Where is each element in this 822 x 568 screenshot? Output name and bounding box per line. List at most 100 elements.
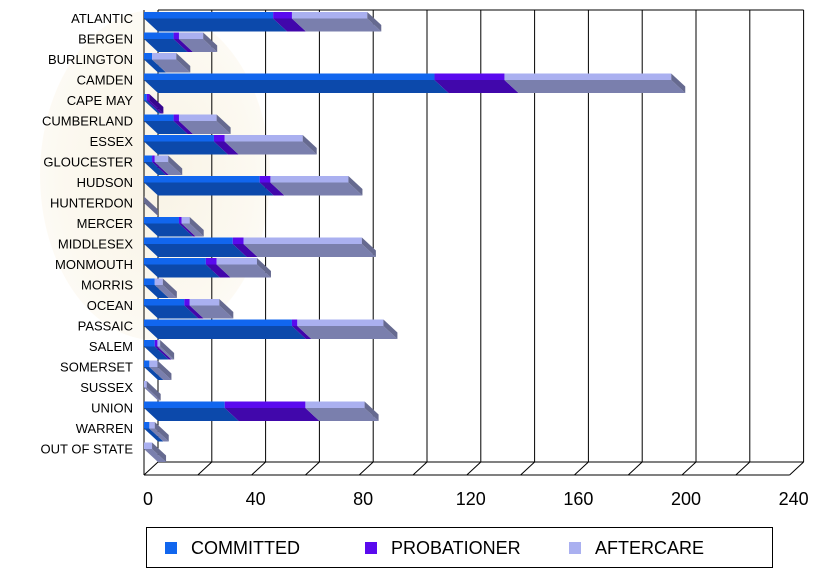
x-tick-label: 240 [779,489,809,509]
bar-bottom-face [146,100,164,114]
bar-segment [178,114,217,121]
category-label: MORRIS [81,278,133,293]
x-tick-label: 120 [456,489,486,509]
bar-bottom-face [144,18,288,32]
bar-end-cap [364,401,379,421]
category-label: MONMOUTH [55,257,133,272]
floor-line [681,461,697,476]
bar-bottom-face [149,428,169,442]
bar-segment [144,32,174,39]
floor-line [305,461,320,476]
bar-end-cap [160,340,175,360]
bar-bottom-face [144,408,239,421]
bar-end-cap [162,278,177,298]
bar-bottom-face [173,121,193,134]
legend-label-aftercare: AFTERCARE [595,538,705,558]
bar-end-cap [189,217,204,237]
bar-end-cap [168,155,183,175]
bar-bottom-face [144,285,169,298]
bar-end-cap [152,442,167,462]
bar-bottom-face [144,100,161,114]
bar-segment [144,176,260,183]
category-label: PASSAIC [78,319,133,334]
bar-bottom-face [149,367,172,380]
category-label: OCEAN [87,298,133,313]
bar-segment [189,299,220,306]
legend-swatch-committed [165,542,177,554]
bar-bottom-face [144,264,220,278]
x-tick-label: 200 [671,489,701,509]
bar-bottom-face [224,141,317,155]
bar-bottom-face [144,223,193,237]
bar-segment [297,319,384,326]
bar-segment [144,12,274,19]
category-label: SUSSEX [80,380,133,395]
bar-bottom-face [144,244,247,257]
bar-bottom-face [154,285,177,298]
bar-end-cap [216,114,231,134]
bar-bottom-face [224,408,320,421]
bar-bottom-face [144,346,169,360]
bar-segment [152,53,177,60]
floor-line [466,461,482,476]
bar-bottom-face [291,18,382,32]
floor-line [143,461,159,476]
category-label: CUMBERLAND [42,114,133,129]
bar-end-cap [146,381,161,401]
bar-segment [144,401,225,408]
floor-line [412,461,428,476]
bar-bottom-face [144,305,199,319]
bar-segment [144,217,179,224]
x-tick-label: 80 [353,489,373,509]
bar-bottom-face [259,182,285,196]
bar-bottom-face [144,59,167,73]
x-tick-label: 0 [143,489,153,509]
bar-bottom-face [144,428,164,442]
bar-end-cap [149,94,164,114]
bar-bottom-face [152,162,169,175]
bar-bottom-face [144,449,167,462]
category-label: ATLANTIC [71,11,133,26]
floor-line [627,461,643,476]
floor-line [789,461,804,476]
bar-segment [149,422,155,429]
bar-bottom-face [273,18,306,32]
bar-segment [213,135,225,142]
bar-segment [146,94,150,101]
legend-label-probationer: PROBATIONER [391,538,521,558]
bar-bottom-face [173,39,193,52]
bar-bottom-face [144,80,449,93]
bar-segment [144,73,435,80]
bar-bottom-face [144,162,167,175]
category-label: MIDDLESEX [58,237,133,252]
bar-bottom-face [144,141,228,155]
bar-bottom-face [178,223,196,237]
bar-bottom-face [243,244,376,257]
bar-segment [157,340,161,347]
bar-end-cap [383,319,398,339]
bar-segment [144,258,206,265]
bar-segment [181,217,190,224]
bar-segment [144,422,150,429]
bar-bottom-face [232,244,258,257]
bar-segment [173,114,179,121]
category-label: MERCER [77,216,133,231]
bar-segment [184,299,190,306]
category-label: HUDSON [77,175,133,190]
bar-segment [154,155,169,162]
bar-segment [224,401,306,408]
category-label: GLOUCESTER [43,155,133,170]
bar-segment [273,12,292,19]
bar-segment [144,53,153,60]
bar-segment [144,94,147,101]
floor-line [197,461,213,476]
bar-segment [144,237,233,244]
bar-bottom-face [154,162,183,175]
bar-bottom-face [434,80,519,93]
category-label: CAPE MAY [67,93,134,108]
bar-layer [144,12,686,462]
bar-segment [173,32,179,39]
bar-segment [178,217,182,224]
bar-segment [144,360,150,367]
